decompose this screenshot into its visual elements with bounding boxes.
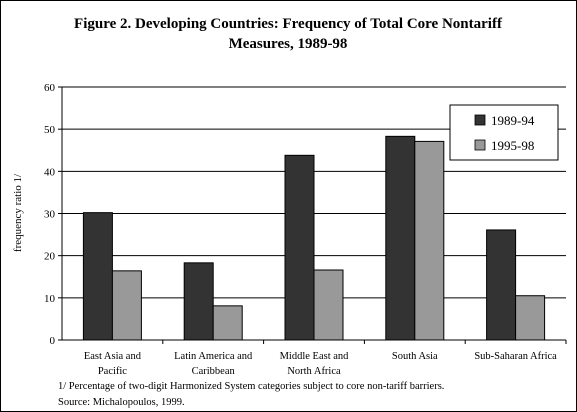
x-category-label: East Asia and	[84, 351, 142, 362]
bar-1995-98-4	[515, 295, 546, 341]
y-tick-labels: 0 10 20 30 40 50 60	[44, 82, 56, 347]
bar-1989-94-0	[82, 212, 113, 341]
bar-1995-98-1	[212, 305, 243, 341]
y-tick-label: 50	[44, 124, 56, 136]
chart-title: Figure 2. Developing Countries: Frequenc…	[74, 16, 503, 32]
legend-label-1989-94: 1989-94	[491, 113, 535, 128]
y-tick-label: 40	[44, 166, 56, 178]
bar-1995-98-3	[414, 140, 445, 341]
bar-1989-94-2	[284, 154, 315, 341]
x-category-label: North Africa	[287, 366, 341, 377]
bar-1995-98-2	[313, 269, 344, 341]
x-category-label: Pacific	[98, 366, 127, 377]
footnote: 1/ Percentage of two-digit Harmonized Sy…	[58, 381, 444, 392]
source-note: Source: Michalopoulos, 1999.	[58, 397, 185, 408]
x-category-label: Sub-Saharan Africa	[474, 351, 557, 362]
axes-group	[58, 86, 567, 344]
bars-group	[82, 135, 546, 341]
y-axis-label: frequency ratio 1/	[12, 173, 24, 252]
bar-1995-98-0	[111, 270, 142, 341]
y-tick-label: 10	[44, 293, 56, 305]
chart-title-line2: Measures, 1989-98	[229, 36, 348, 52]
y-tick-label: 30	[44, 209, 56, 221]
x-category-label: Caribbean	[192, 366, 236, 377]
legend-box	[449, 104, 559, 161]
y-tick-label: 60	[44, 82, 56, 94]
bar-1989-94-4	[486, 229, 517, 341]
legend-label-1995-98: 1995-98	[491, 138, 534, 153]
x-category-label: Middle East and	[280, 351, 350, 362]
x-category-label: South Asia	[392, 351, 438, 362]
bar-1989-94-3	[385, 135, 416, 341]
legend-swatch-1995-98	[474, 139, 486, 151]
y-tick-label: 0	[50, 335, 56, 347]
bar-1989-94-1	[183, 262, 214, 341]
x-category-labels: East Asia and Pacific Latin America and Car…	[84, 351, 557, 377]
legend-swatch-1989-94	[474, 114, 486, 126]
x-category-label: Latin America and	[174, 351, 253, 362]
legend: 1989-94 1995-98	[449, 104, 559, 161]
y-tick-label: 20	[44, 251, 56, 263]
